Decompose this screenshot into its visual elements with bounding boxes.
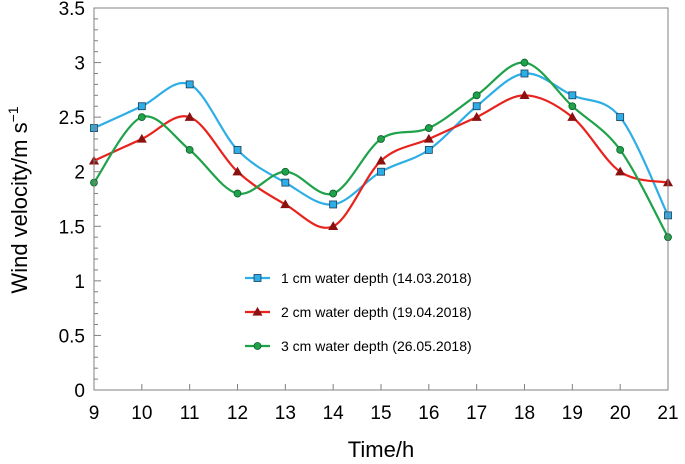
legend-marker	[252, 306, 263, 316]
y-tick-label: 3	[74, 54, 85, 75]
x-tick-label: 15	[370, 403, 391, 424]
series-2-point	[519, 90, 530, 99]
x-tick-label: 16	[418, 403, 439, 424]
y-tick-label: 2.5	[59, 108, 85, 129]
x-tick-label: 21	[657, 403, 678, 424]
series-2-point	[136, 133, 147, 143]
x-tick-label: 13	[275, 403, 296, 424]
series-2-point	[375, 155, 387, 165]
x-tick-label: 17	[466, 403, 487, 424]
x-tick-label: 9	[89, 403, 100, 424]
series-3	[90, 58, 672, 242]
series-2-point	[280, 199, 291, 209]
series-2-point	[184, 112, 195, 121]
series-3-point	[185, 145, 194, 154]
series-1-point	[185, 80, 194, 89]
series-3-point	[568, 102, 577, 111]
series-2-point	[232, 166, 243, 176]
series-3-point	[329, 189, 338, 198]
series-1-point	[472, 102, 481, 111]
x-tick-label: 12	[227, 403, 248, 424]
legend-label: 2 cm water depth (19.04.2018)	[281, 304, 472, 320]
series-2	[88, 90, 674, 230]
x-tick-label: 11	[180, 403, 200, 424]
series-2-point	[471, 112, 482, 121]
plot-frame	[93, 7, 669, 391]
series-2-point	[615, 166, 626, 176]
legend-marker	[253, 342, 262, 350]
series-3-point	[377, 135, 385, 143]
legend-entry-2: 2 cm water depth (19.04.2018)	[245, 304, 472, 320]
y-axis-title-superscript: −1	[5, 106, 21, 122]
y-tick-label: 1.5	[59, 217, 85, 238]
series-1-point	[281, 178, 290, 187]
y-tick-label: 1	[74, 272, 85, 293]
series-3-point	[137, 113, 146, 122]
y-tick-label: 3.5	[59, 0, 85, 20]
series-3-point	[616, 145, 625, 154]
x-axis-title: Time/h	[348, 437, 414, 462]
series-2-point	[328, 221, 339, 230]
y-axis-title: Wind velocity/m s−1	[5, 106, 32, 293]
x-tick-label: 14	[323, 403, 345, 424]
series-1-point	[424, 145, 433, 154]
series-2-point	[423, 133, 434, 143]
series-1-line	[93, 72, 669, 216]
series-3-point	[233, 189, 242, 198]
legend-marker	[253, 274, 262, 282]
y-axis-title-main: Wind velocity/m s	[7, 122, 32, 293]
y-tick-label: 2	[74, 163, 85, 184]
series-1-point	[520, 69, 529, 78]
legend-label: 1 cm water depth (14.03.2018)	[281, 270, 472, 286]
series-1-point	[329, 200, 338, 209]
series-3-line	[93, 61, 669, 238]
x-tick-label: 10	[131, 403, 152, 424]
series-1-point	[233, 145, 242, 154]
series-1-point	[137, 102, 146, 111]
x-tick-label: 19	[562, 403, 583, 424]
series-3-point	[281, 167, 290, 176]
series-1-point	[616, 113, 625, 122]
x-tick-label: 18	[514, 403, 535, 424]
series-2-point	[567, 112, 578, 121]
x-tick-label: 20	[610, 403, 631, 424]
series-1	[90, 69, 672, 220]
series-1-point	[377, 167, 385, 176]
y-tick-label: 0	[74, 381, 85, 402]
legend-label: 3 cm water depth (26.05.2018)	[281, 338, 472, 354]
series-1-point	[568, 91, 577, 100]
legend-entry-1: 1 cm water depth (14.03.2018)	[245, 270, 472, 286]
series-3-point	[424, 124, 433, 132]
series-3-point	[520, 58, 529, 67]
legend-entry-3: 3 cm water depth (26.05.2018)	[245, 338, 472, 354]
series-3-point	[472, 91, 481, 100]
y-tick-label: 0.5	[59, 326, 85, 347]
